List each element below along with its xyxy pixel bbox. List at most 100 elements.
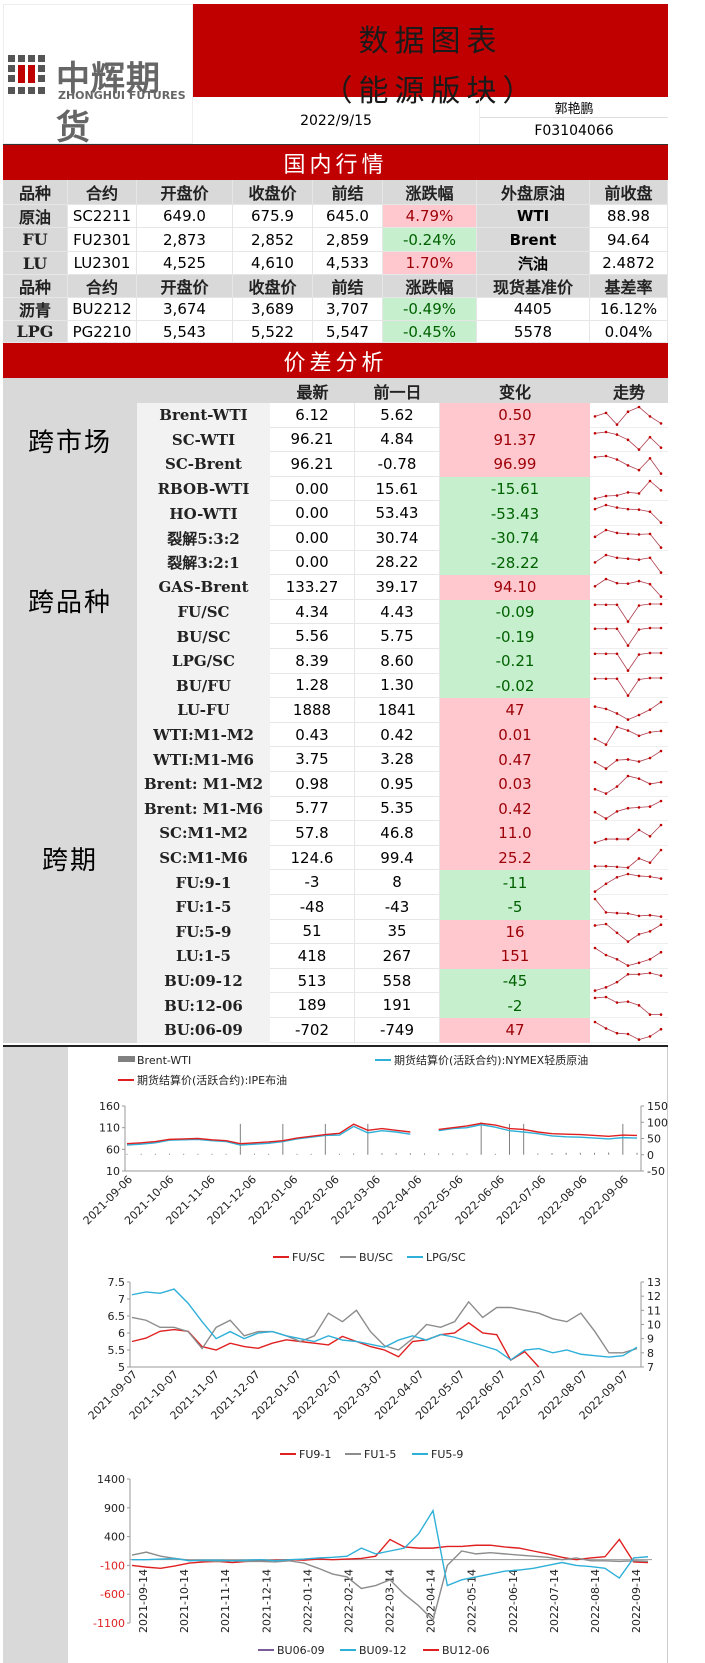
- sparkline-point: [659, 521, 663, 525]
- column-header: 品种: [3, 275, 68, 298]
- spread-name: LU-FU: [137, 698, 270, 723]
- sparkline-point: [593, 897, 597, 901]
- trend-sparkline: [590, 673, 668, 699]
- sparkline-point: [604, 454, 608, 458]
- sparkline-point: [648, 415, 652, 418]
- bar-Brent-WTI: [324, 1123, 326, 1155]
- bar-Brent-WTI: [494, 1153, 496, 1155]
- bar-Brent-WTI: [551, 1153, 553, 1155]
- y-tick-label-right: 8: [647, 1347, 654, 1360]
- trend-sparkline: [590, 821, 668, 846]
- sparkline-point: [626, 438, 630, 441]
- spread-change: -30.74: [440, 526, 590, 551]
- spread-change: -15.61: [440, 476, 590, 502]
- sparkline-point: [659, 602, 663, 606]
- sparkline-point: [604, 553, 608, 556]
- sparkline-point: [593, 989, 597, 992]
- sparkline-svg: [593, 651, 663, 672]
- spread-latest: 5.56: [270, 624, 355, 649]
- sparkline-svg: [593, 750, 663, 771]
- spread-name: SC:M1-M2: [137, 821, 270, 846]
- legend-label: BU09-12: [359, 1644, 407, 1657]
- column-header: 前结: [313, 275, 383, 298]
- sparkline-point: [615, 603, 619, 606]
- trend-sparkline: [590, 575, 668, 600]
- sparkline-point: [626, 866, 630, 869]
- bar-Brent-WTI: [154, 1153, 156, 1155]
- bar-Brent-WTI: [409, 1153, 411, 1155]
- sparkline-point: [637, 914, 641, 918]
- sparkline-svg: [593, 922, 663, 943]
- sparkline-point: [637, 875, 641, 878]
- sparkline-point: [648, 782, 652, 786]
- spread-prev: 8.60: [355, 649, 440, 674]
- y-tick-label-right: 10: [647, 1319, 661, 1332]
- spread-name: BU/SC: [137, 624, 270, 649]
- sparkline-point: [604, 882, 608, 886]
- spread-change: -45: [440, 968, 590, 994]
- sparkline-point: [648, 1035, 652, 1038]
- spread-name: FU:1-5: [137, 895, 270, 920]
- bar-Brent-WTI: [579, 1152, 581, 1155]
- logo: 中辉期货 ZHONGHUI FUTURES: [3, 4, 193, 148]
- y-tick-label-right: 11: [647, 1304, 661, 1317]
- sparkline-point: [604, 743, 608, 746]
- spread-change: 11.0: [440, 821, 590, 846]
- sparkline-point: [637, 628, 641, 632]
- sparkline-svg: [593, 799, 663, 820]
- x-tick-label: 2021-12-14: [260, 1569, 273, 1633]
- sparkline-point: [659, 676, 663, 679]
- bar-Brent-WTI: [523, 1123, 525, 1155]
- sparkline-point: [593, 923, 597, 927]
- spread-prev: 30.74: [355, 526, 440, 551]
- column-header: 基差率: [590, 275, 668, 298]
- logo-cn: 中辉期货: [56, 59, 161, 148]
- table-cell: 645.0: [313, 205, 383, 228]
- sparkline-point: [637, 760, 641, 764]
- table-cell: 4405: [477, 298, 590, 321]
- spread-latest: 0.00: [270, 526, 355, 551]
- spread-prev: 1.30: [355, 673, 440, 699]
- table-cell: -0.24%: [383, 228, 477, 252]
- sparkline-point: [637, 932, 641, 936]
- sparkline-point: [615, 759, 619, 762]
- bar-Brent-WTI: [594, 1152, 595, 1155]
- spread-prev: 558: [355, 968, 440, 994]
- bar-Brent-WTI: [537, 1153, 539, 1155]
- spread-change: 151: [440, 944, 590, 969]
- spread-prev: -749: [355, 1018, 440, 1043]
- sparkline-point: [615, 865, 619, 868]
- page-subtitle: （能源版块）: [322, 74, 539, 109]
- sparkline-point: [659, 877, 663, 881]
- spread-name: BU:06-09: [137, 1018, 270, 1043]
- legend-label: BU12-06: [442, 1644, 490, 1657]
- sparkline-point: [604, 767, 608, 771]
- bar-Brent-WTI: [183, 1153, 185, 1155]
- legend-label: 期货结算价(活跃合约):NYMEX轻质原油: [394, 1053, 588, 1067]
- sparkline-point: [659, 488, 663, 492]
- sparkline-point: [659, 823, 663, 827]
- sparkline-point: [659, 780, 663, 784]
- spread-name: WTI:M1-M2: [137, 722, 270, 748]
- page-title: 数据图表: [358, 24, 503, 59]
- y-tick-label: -100: [100, 1559, 125, 1572]
- sparkline-point: [648, 627, 652, 630]
- sparkline-point: [648, 875, 652, 879]
- bar-Brent-WTI: [211, 1153, 213, 1155]
- sparkline-point: [593, 677, 597, 680]
- sparkline-point: [626, 1000, 630, 1004]
- sparkline-svg: [593, 479, 663, 500]
- table-cell: -0.49%: [383, 298, 477, 321]
- sparkline-svg: [593, 996, 663, 1017]
- bar-Brent-WTI: [310, 1153, 312, 1155]
- table-cell: LPG: [3, 321, 68, 343]
- column-header: 涨跌幅: [383, 275, 477, 298]
- bar-Brent-WTI: [622, 1123, 624, 1155]
- spread-latest: 133.27: [270, 575, 355, 600]
- sparkline-point: [626, 912, 630, 915]
- spread-change: 0.01: [440, 722, 590, 748]
- spread-name: GAS-Brent: [137, 575, 270, 600]
- table-cell: 5578: [477, 321, 590, 343]
- sparkline-point: [593, 652, 597, 656]
- trend-sparkline: [590, 845, 668, 871]
